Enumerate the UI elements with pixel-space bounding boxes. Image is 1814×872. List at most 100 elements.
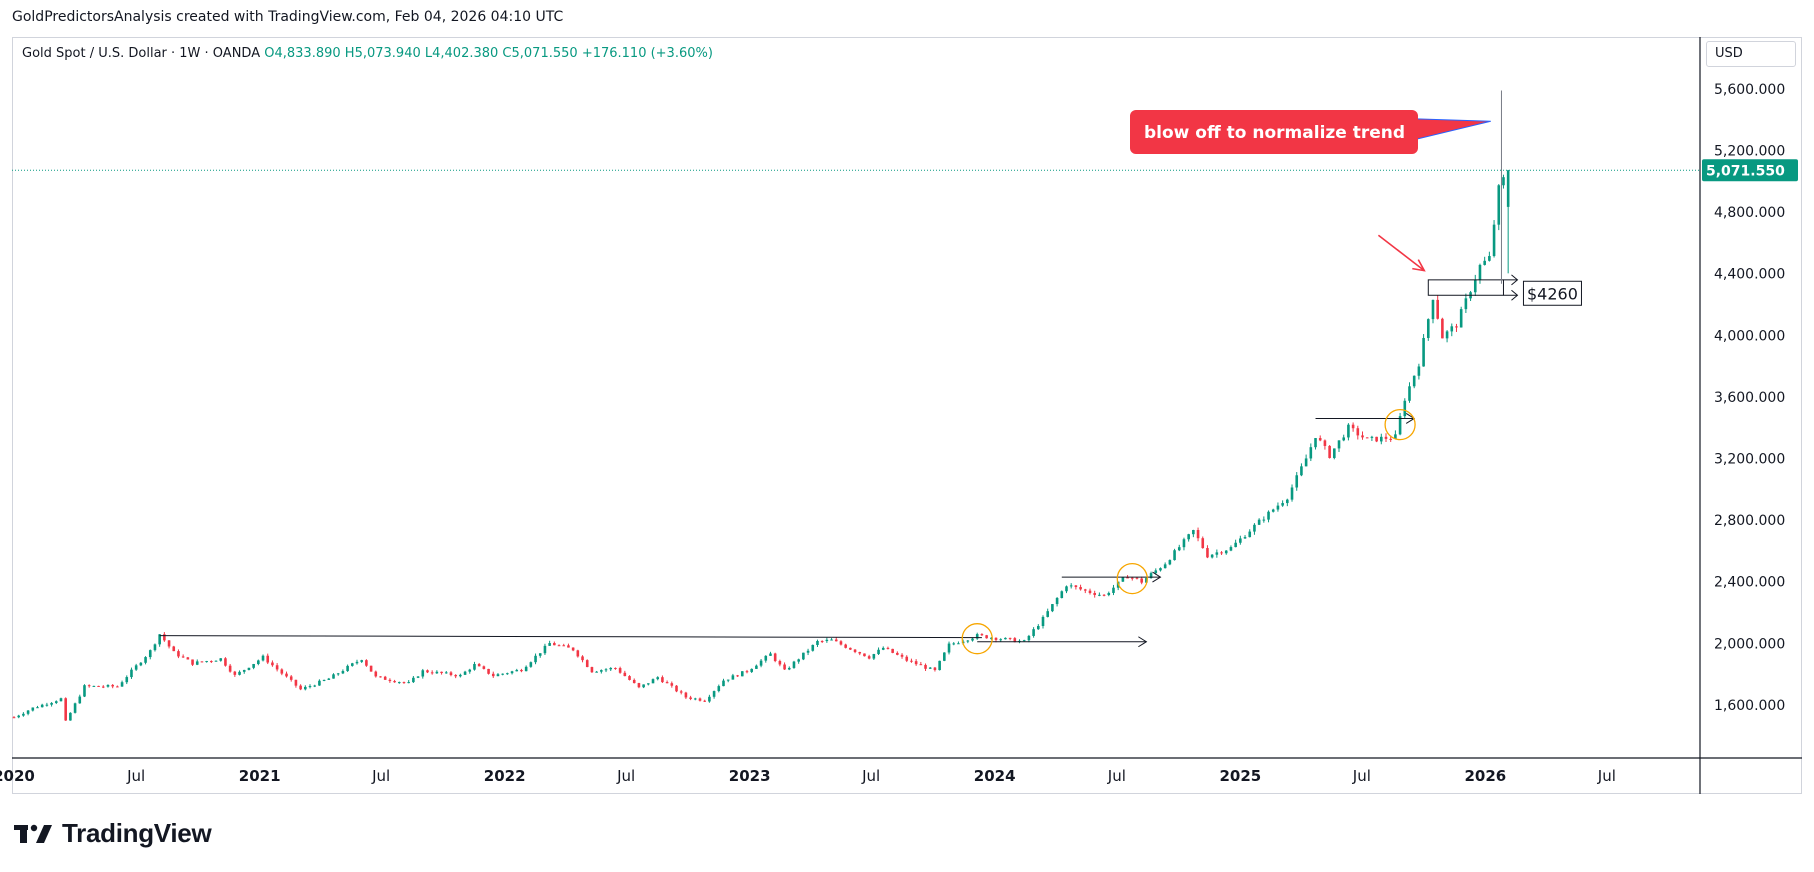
change-value: +176.110 (+3.60%) bbox=[581, 46, 713, 61]
candle-body bbox=[839, 641, 843, 645]
candle-body bbox=[853, 649, 857, 653]
candle-body bbox=[106, 684, 110, 687]
candle-body bbox=[388, 679, 392, 682]
level-label: $4260 bbox=[1527, 284, 1578, 303]
candle-body bbox=[1271, 509, 1275, 512]
candle-body bbox=[717, 686, 721, 692]
candle-body bbox=[1356, 428, 1360, 436]
x-tick-label: Jul bbox=[861, 767, 880, 785]
candle-body bbox=[1483, 260, 1486, 265]
x-tick-label: Jul bbox=[126, 767, 145, 785]
candle-body bbox=[1046, 611, 1049, 617]
candle-body bbox=[31, 707, 35, 711]
candle-body bbox=[1008, 637, 1012, 639]
y-tick-label: 2,400.000 bbox=[1714, 575, 1785, 591]
candle-body bbox=[694, 698, 697, 700]
candle-body bbox=[1079, 587, 1082, 590]
candle-body bbox=[858, 652, 862, 654]
y-tick-label: 4,800.000 bbox=[1714, 205, 1785, 221]
candle-body bbox=[952, 643, 956, 645]
candle-body bbox=[966, 640, 970, 642]
candles-group bbox=[12, 169, 1510, 721]
candle-body bbox=[764, 655, 768, 661]
candle-body bbox=[792, 661, 796, 668]
candle-body bbox=[1257, 519, 1261, 525]
candle-body bbox=[1403, 400, 1407, 417]
candle-body bbox=[261, 655, 265, 661]
candle-body bbox=[1365, 437, 1369, 439]
candle-body bbox=[40, 704, 44, 708]
candle-body bbox=[134, 665, 138, 670]
y-tick-label: 3,200.000 bbox=[1714, 452, 1785, 468]
candle-body bbox=[924, 664, 927, 669]
candle-body bbox=[491, 673, 495, 677]
candle-body bbox=[708, 696, 711, 702]
candle-body bbox=[750, 668, 753, 672]
candle-body bbox=[957, 643, 960, 645]
candle-body bbox=[1088, 590, 1092, 593]
candle-body bbox=[144, 657, 147, 663]
candle-body bbox=[440, 671, 443, 674]
candle-body bbox=[304, 686, 307, 690]
candle-body bbox=[365, 660, 368, 666]
candle-body bbox=[933, 667, 937, 671]
candle-body bbox=[360, 660, 363, 662]
candle-body bbox=[830, 639, 833, 641]
candle-body bbox=[341, 671, 345, 674]
candle-body bbox=[787, 667, 791, 670]
candle-body bbox=[12, 717, 16, 719]
candle-body bbox=[1309, 447, 1313, 459]
tradingview-brand[interactable]: TradingView bbox=[14, 818, 212, 849]
candle-body bbox=[379, 676, 382, 678]
candle-body bbox=[980, 634, 984, 636]
candle-body bbox=[1337, 440, 1341, 449]
candle-body bbox=[557, 645, 561, 647]
candle-body bbox=[1328, 445, 1331, 458]
candle-body bbox=[1450, 326, 1454, 332]
candle-body bbox=[1464, 298, 1468, 310]
candle-body bbox=[656, 677, 660, 680]
candle-body bbox=[543, 645, 547, 654]
candle-body bbox=[1300, 466, 1303, 476]
candle-body bbox=[910, 660, 913, 662]
currency-button[interactable]: USD bbox=[1706, 41, 1796, 67]
candle-body bbox=[1502, 177, 1505, 186]
candle-body bbox=[999, 639, 1003, 641]
candle-body bbox=[637, 683, 641, 688]
candle-body bbox=[590, 667, 594, 673]
candle-body bbox=[769, 653, 772, 656]
candle-body bbox=[116, 686, 119, 688]
candle-body bbox=[1361, 435, 1364, 438]
candle-body bbox=[1210, 554, 1214, 558]
candle-body bbox=[1394, 434, 1397, 439]
candle-body bbox=[421, 670, 425, 677]
candle-body bbox=[1022, 640, 1026, 642]
candle-body bbox=[186, 657, 190, 660]
candle-body bbox=[275, 665, 279, 670]
candle-body bbox=[872, 654, 876, 659]
level-arrow-head bbox=[1511, 289, 1519, 301]
candle-body bbox=[726, 679, 730, 681]
candle-body bbox=[64, 698, 67, 721]
candle-body bbox=[247, 667, 251, 670]
y-tick-label: 2,800.000 bbox=[1714, 513, 1785, 529]
candle-body bbox=[994, 637, 998, 640]
candle-body bbox=[130, 669, 133, 678]
candle-body bbox=[985, 635, 988, 639]
candle-body bbox=[1220, 552, 1223, 554]
level-label-box bbox=[1522, 280, 1582, 306]
x-tick-label: Jul bbox=[1107, 767, 1126, 785]
candle-body bbox=[703, 700, 706, 702]
last-price-label: 5,071.550 bbox=[1706, 163, 1785, 179]
x-tick-label: Jul bbox=[1352, 767, 1371, 785]
candle-body bbox=[1375, 436, 1378, 442]
candle-body bbox=[69, 712, 72, 721]
candle-body bbox=[294, 679, 298, 686]
candle-body bbox=[200, 661, 204, 663]
candle-body bbox=[661, 677, 664, 683]
candle-body bbox=[675, 685, 678, 692]
candle-body bbox=[158, 634, 161, 645]
candle-body bbox=[1492, 224, 1496, 257]
candle-body bbox=[689, 697, 692, 699]
